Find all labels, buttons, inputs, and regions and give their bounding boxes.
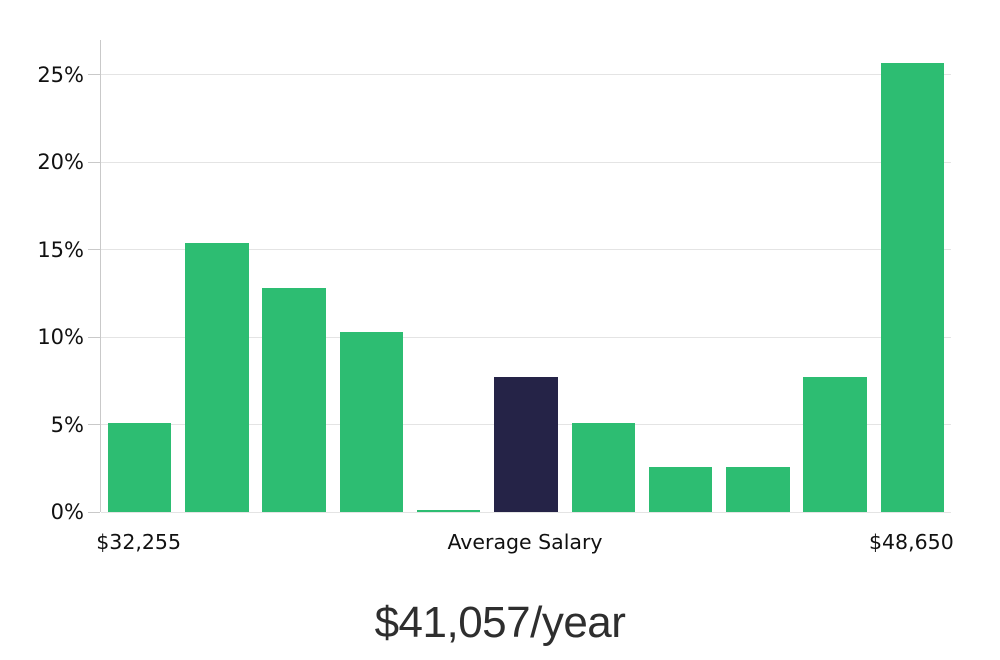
chart-title: $41,057/year	[374, 598, 626, 647]
bar	[880, 62, 945, 512]
bar	[571, 422, 636, 512]
y-tick-label: 25%	[37, 62, 84, 87]
bar	[107, 422, 172, 512]
y-tick-label: 0%	[50, 500, 84, 524]
bar	[416, 510, 481, 512]
y-tick-label: 20%	[37, 150, 84, 175]
y-tick-label: 10%	[37, 325, 84, 350]
bar	[339, 331, 404, 512]
y-tick-mark	[88, 336, 100, 338]
gridline	[101, 161, 951, 163]
bar	[648, 466, 713, 512]
gridline	[101, 336, 951, 338]
plot-area	[100, 40, 951, 513]
y-tick-mark	[88, 249, 100, 251]
gridline	[101, 74, 951, 76]
gridline	[101, 511, 951, 513]
y-tick-mark	[88, 74, 100, 76]
x-tick-label: $32,255	[96, 530, 182, 554]
bar	[803, 377, 867, 512]
bar	[185, 242, 249, 512]
y-tick-label: 5%	[50, 412, 84, 437]
bar	[726, 466, 790, 512]
bar-average-salary	[494, 377, 558, 512]
bar	[262, 288, 326, 512]
x-tick-label: $48,650	[868, 530, 954, 554]
x-tick-label: Average Salary	[447, 530, 603, 554]
y-tick-mark	[88, 161, 100, 163]
y-tick-mark	[88, 511, 100, 513]
y-tick-mark	[88, 424, 100, 426]
gridline	[101, 249, 951, 251]
y-tick-label: 15%	[37, 237, 84, 262]
